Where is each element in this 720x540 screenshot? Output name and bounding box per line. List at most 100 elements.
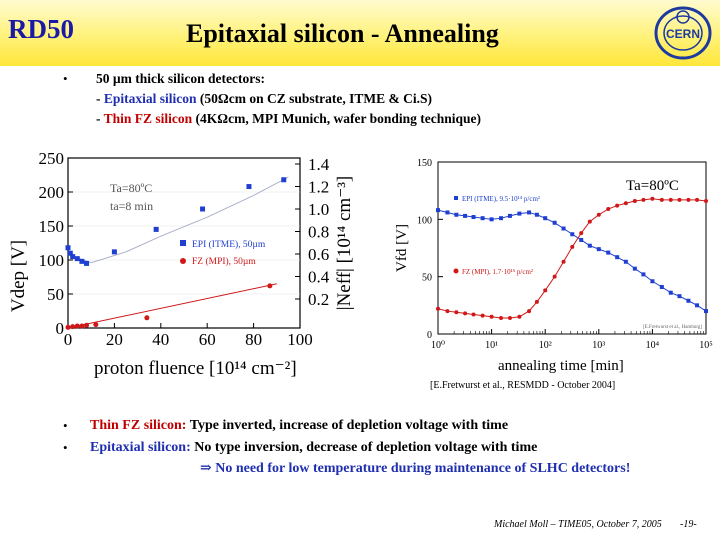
fz-anneal-point bbox=[471, 312, 476, 317]
right-y-tick-label: 100 bbox=[417, 215, 432, 226]
fz-data-point bbox=[267, 283, 273, 289]
fz-anneal-point bbox=[552, 274, 557, 279]
fz-anneal-point bbox=[480, 313, 485, 318]
right-x-tick-label: 10⁰ bbox=[431, 340, 445, 351]
bullet-dot: • bbox=[63, 440, 68, 455]
fz-data-point bbox=[93, 322, 99, 328]
left-annotation-temp: Ta=80ºC bbox=[110, 181, 152, 195]
left-x-tick-label: 0 bbox=[64, 330, 73, 349]
left-xlabel: proton fluence [10¹⁴ cm⁻²] bbox=[94, 358, 297, 379]
left-x-tick-label: 100 bbox=[287, 330, 313, 349]
fz-anneal-point bbox=[695, 197, 700, 202]
fz-anneal-point bbox=[606, 207, 611, 212]
left-y-tick-label: 150 bbox=[39, 217, 65, 236]
right-credit: [E.Fretwurst et al., Hamburg] bbox=[643, 325, 702, 330]
left-annotation-time: ta=8 min bbox=[110, 199, 153, 213]
cern-logo-icon: CERN bbox=[654, 6, 712, 60]
epi-data-point bbox=[70, 254, 76, 260]
footer-author: Michael Moll – TIME05, October 7, 2005 bbox=[494, 519, 662, 530]
fz-anneal-point bbox=[463, 311, 468, 316]
right-x-tick-label: 10⁵ bbox=[699, 340, 713, 351]
fz-anneal-point bbox=[615, 203, 620, 208]
left-y-tick-label: 250 bbox=[39, 149, 65, 168]
epi-anneal-point bbox=[527, 210, 532, 215]
left-x-tick-label: 40 bbox=[152, 330, 169, 349]
epi-anneal-point bbox=[686, 298, 691, 303]
fz-anneal-point bbox=[454, 310, 459, 315]
fz-data-point bbox=[144, 315, 150, 321]
rd50-label: RD50 bbox=[8, 14, 74, 44]
fz-data-point bbox=[74, 323, 80, 329]
left-y-tick-label: 100 bbox=[39, 251, 65, 270]
intro-line-1: 50 µm thick silicon detectors: bbox=[96, 71, 266, 86]
right-annotation-temp: Ta=80ºC bbox=[626, 178, 679, 194]
epi-data-point bbox=[246, 184, 252, 190]
legend-fz: FZ (MPI), 50µm bbox=[192, 256, 256, 267]
fz-data-point bbox=[79, 323, 85, 329]
conclusion-fz: Thin FZ silicon: Type inverted, increase… bbox=[90, 418, 509, 433]
slide-header: RD50 Epitaxial silicon - Annealing CERN bbox=[0, 0, 720, 66]
left-y-tick-label: 200 bbox=[39, 183, 65, 202]
epi-anneal-point bbox=[606, 250, 611, 255]
epi-anneal-point bbox=[632, 266, 637, 271]
epi-anneal-point bbox=[668, 290, 673, 295]
epi-anneal-point bbox=[480, 216, 485, 221]
fz-anneal-point bbox=[543, 288, 548, 293]
epi-anneal-point bbox=[650, 279, 655, 284]
epi-anneal-point bbox=[623, 259, 628, 264]
fz-anneal-point bbox=[668, 197, 673, 202]
legend-epi: EPI (ITME), 50µm bbox=[192, 239, 266, 250]
fz-data-point bbox=[84, 322, 90, 328]
fz-anneal-point bbox=[570, 244, 575, 249]
epi-anneal-point bbox=[463, 213, 468, 218]
epi-data-point bbox=[111, 249, 117, 255]
fz-anneal-point bbox=[677, 197, 682, 202]
epi-anneal-point bbox=[543, 216, 548, 221]
fz-anneal-point bbox=[659, 197, 664, 202]
left-right-tick-label: 0.8 bbox=[308, 223, 329, 242]
epi-data-point bbox=[281, 177, 287, 183]
epi-anneal-point bbox=[489, 217, 494, 222]
epi-data-point bbox=[153, 226, 159, 232]
epi-anneal-point bbox=[507, 213, 512, 218]
left-right-tick-label: 1.2 bbox=[308, 178, 329, 197]
epi-fit-line bbox=[67, 176, 289, 264]
epi-data-point bbox=[74, 256, 80, 262]
epi-anneal-point bbox=[659, 284, 664, 289]
fz-data-point bbox=[70, 324, 76, 330]
epi-anneal-point bbox=[570, 232, 575, 237]
chart-reference: [E.Fretwurst et al., RESMDD - October 20… bbox=[430, 380, 616, 391]
svg-text:CERN: CERN bbox=[666, 27, 700, 41]
bullet-dot: • bbox=[63, 71, 68, 86]
bullet-dot: • bbox=[63, 418, 68, 433]
epi-anneal-point bbox=[704, 309, 708, 314]
fz-anneal-point bbox=[596, 212, 601, 217]
right-x-tick-label: 10³ bbox=[592, 340, 605, 351]
epi-anneal-point bbox=[579, 237, 584, 242]
epi-anneal-point bbox=[587, 243, 592, 248]
fz-anneal-point bbox=[561, 259, 566, 264]
fz-anneal-point bbox=[436, 306, 440, 311]
epi-data-point bbox=[200, 206, 206, 212]
legend-epi-right: EPI (ITME), 9.5·10¹⁴ p/cm² bbox=[462, 195, 540, 203]
slide-title: Epitaxial silicon - Annealing bbox=[186, 19, 499, 48]
intro-line-2: - Epitaxial silicon (50Ωcm on CZ substra… bbox=[96, 91, 432, 106]
epi-data-point bbox=[84, 260, 90, 266]
fz-anneal-point bbox=[507, 315, 512, 320]
epi-anneal-point bbox=[499, 216, 504, 221]
fz-anneal-point bbox=[587, 219, 592, 224]
right-y-tick-label: 50 bbox=[422, 273, 432, 284]
annealing-chart: 0 50 100 150 10⁰ 10¹ 10² 10³ 10⁴ 10⁵ Ta=80ºC EPI … bbox=[394, 158, 713, 374]
fz-anneal-point bbox=[445, 309, 450, 314]
conclusion-final: ⇒ No need for low temperature during mai… bbox=[200, 461, 631, 476]
implies-arrow-icon: ⇒ bbox=[200, 461, 212, 476]
fz-label: Thin FZ silicon bbox=[103, 111, 193, 126]
epi-anneal-point bbox=[552, 220, 557, 225]
right-y-tick-label: 0 bbox=[427, 330, 432, 341]
fz-anneal-point bbox=[489, 314, 494, 319]
right-xlabel: annealing time [min] bbox=[498, 358, 624, 374]
left-right-tick-label: 0.4 bbox=[308, 268, 330, 287]
left-ylabel-right: |Neff| [10¹⁴ cm⁻³] bbox=[334, 176, 355, 310]
epi-anneal-point bbox=[641, 272, 646, 277]
epi-anneal-point bbox=[436, 208, 440, 213]
